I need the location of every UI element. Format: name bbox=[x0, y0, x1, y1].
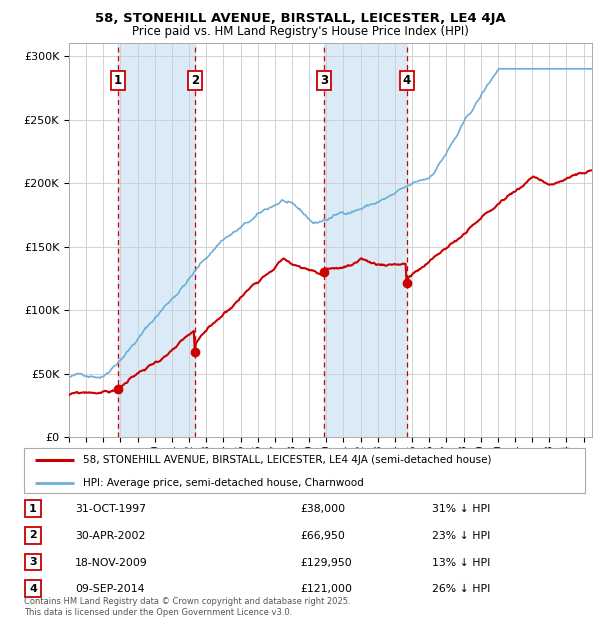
Bar bbox=[118, 43, 195, 437]
Text: 2: 2 bbox=[191, 74, 199, 87]
Text: Contains HM Land Registry data © Crown copyright and database right 2025.
This d: Contains HM Land Registry data © Crown c… bbox=[24, 598, 350, 617]
FancyBboxPatch shape bbox=[24, 448, 585, 493]
Text: 26% ↓ HPI: 26% ↓ HPI bbox=[432, 584, 490, 595]
FancyBboxPatch shape bbox=[25, 527, 41, 544]
Text: £129,950: £129,950 bbox=[300, 557, 352, 568]
Text: 31% ↓ HPI: 31% ↓ HPI bbox=[432, 504, 490, 515]
Text: 3: 3 bbox=[320, 74, 328, 87]
FancyBboxPatch shape bbox=[25, 580, 41, 597]
Text: 23% ↓ HPI: 23% ↓ HPI bbox=[432, 531, 490, 541]
Text: Price paid vs. HM Land Registry's House Price Index (HPI): Price paid vs. HM Land Registry's House … bbox=[131, 25, 469, 38]
FancyBboxPatch shape bbox=[25, 500, 41, 517]
Text: 30-APR-2002: 30-APR-2002 bbox=[75, 531, 145, 541]
Text: £66,950: £66,950 bbox=[300, 531, 345, 541]
Text: 1: 1 bbox=[113, 74, 122, 87]
Text: 13% ↓ HPI: 13% ↓ HPI bbox=[432, 557, 490, 568]
Text: £121,000: £121,000 bbox=[300, 584, 352, 595]
Text: HPI: Average price, semi-detached house, Charnwood: HPI: Average price, semi-detached house,… bbox=[83, 477, 364, 488]
Text: 4: 4 bbox=[29, 583, 37, 594]
FancyBboxPatch shape bbox=[25, 554, 41, 570]
Text: 18-NOV-2009: 18-NOV-2009 bbox=[75, 557, 148, 568]
Text: 2: 2 bbox=[29, 530, 37, 541]
Bar bbox=[324, 43, 407, 437]
Text: 31-OCT-1997: 31-OCT-1997 bbox=[75, 504, 146, 515]
Text: £38,000: £38,000 bbox=[300, 504, 345, 515]
Text: 58, STONEHILL AVENUE, BIRSTALL, LEICESTER, LE4 4JA (semi-detached house): 58, STONEHILL AVENUE, BIRSTALL, LEICESTE… bbox=[83, 455, 491, 466]
Text: 3: 3 bbox=[29, 557, 37, 567]
Text: 58, STONEHILL AVENUE, BIRSTALL, LEICESTER, LE4 4JA: 58, STONEHILL AVENUE, BIRSTALL, LEICESTE… bbox=[95, 12, 505, 25]
Text: 4: 4 bbox=[403, 74, 411, 87]
Text: 1: 1 bbox=[29, 503, 37, 514]
Text: 09-SEP-2014: 09-SEP-2014 bbox=[75, 584, 145, 595]
